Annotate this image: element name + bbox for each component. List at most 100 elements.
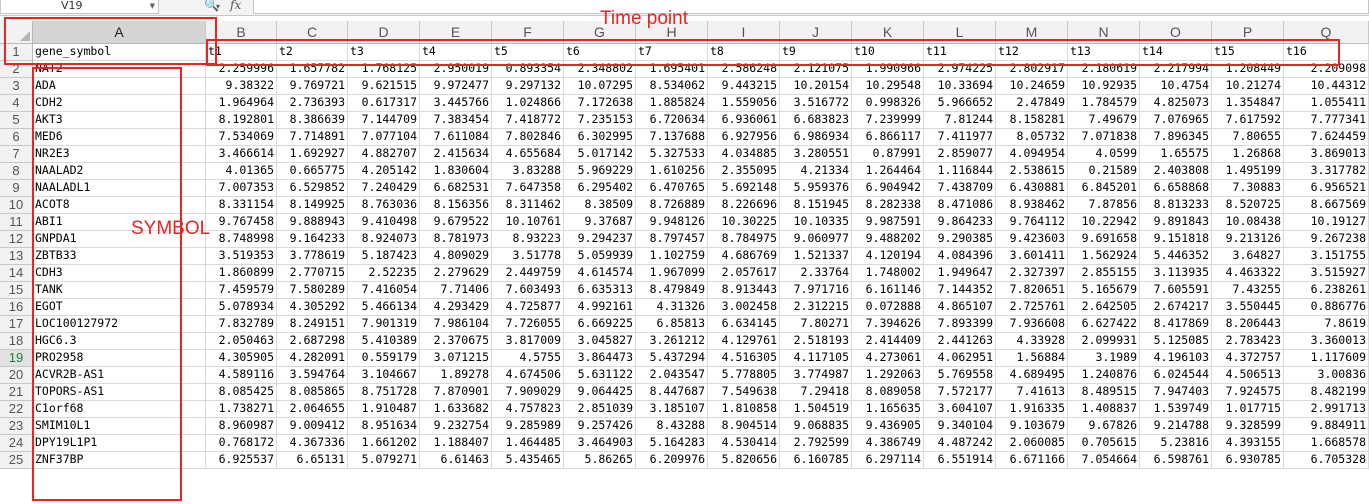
column-header-b[interactable]: B [206,21,277,44]
value-cell[interactable]: 4.0599 [1068,146,1140,163]
value-cell[interactable]: 6.529852 [277,180,348,197]
value-cell[interactable]: 2.991713 [1284,401,1369,418]
value-cell[interactable]: 1.208449 [1212,61,1284,78]
value-cell[interactable]: 2.802917 [996,61,1068,78]
value-cell[interactable]: 4.865107 [924,299,996,316]
value-cell[interactable]: 2.348802 [564,61,636,78]
value-cell[interactable]: 7.572177 [924,384,996,401]
header-cell[interactable]: gene_symbol [33,44,206,61]
value-cell[interactable]: 2.209098 [1284,61,1369,78]
value-cell[interactable]: 9.38322 [206,78,277,95]
value-cell[interactable]: 2.974225 [924,61,996,78]
value-cell[interactable]: 4.614574 [564,265,636,282]
row-header-18[interactable]: 18 [0,333,33,350]
value-cell[interactable]: 3.104667 [348,367,420,384]
value-cell[interactable]: 6.925537 [206,452,277,469]
value-cell[interactable]: 4.393155 [1212,435,1284,452]
value-cell[interactable]: 2.725761 [996,299,1068,316]
value-cell[interactable]: 4.293429 [420,299,492,316]
gene-symbol-cell[interactable]: CDH3 [33,265,206,282]
gene-symbol-cell[interactable]: PRO2958 [33,350,206,367]
value-cell[interactable]: 7.947403 [1140,384,1212,401]
row-header-13[interactable]: 13 [0,248,33,265]
value-cell[interactable]: 5.437294 [636,350,708,367]
value-cell[interactable]: 3.151755 [1284,248,1369,265]
value-cell[interactable]: 7.901319 [348,316,420,333]
value-cell[interactable]: 7.41613 [996,384,1068,401]
value-cell[interactable]: 9.290385 [924,231,996,248]
value-cell[interactable]: 2.050463 [206,333,277,350]
column-header-j[interactable]: J [780,21,852,44]
value-cell[interactable]: 6.551914 [924,452,996,469]
value-cell[interactable]: 2.217994 [1140,61,1212,78]
value-cell[interactable]: 1.668578 [1284,435,1369,452]
value-cell[interactable]: 8.904514 [708,418,780,435]
value-cell[interactable]: 8.085425 [206,384,277,401]
value-cell[interactable]: 0.559179 [348,350,420,367]
value-cell[interactable]: 7.418772 [492,112,564,129]
value-cell[interactable]: 2.859077 [924,146,996,163]
row-header-4[interactable]: 4 [0,95,33,112]
column-header-g[interactable]: G [564,21,636,44]
value-cell[interactable]: 2.770715 [277,265,348,282]
value-cell[interactable]: 6.160785 [780,452,852,469]
row-header-9[interactable]: 9 [0,180,33,197]
value-cell[interactable]: 6.024544 [1140,367,1212,384]
value-cell[interactable]: 9.436905 [852,418,924,435]
gene-symbol-cell[interactable]: LOC100127972 [33,316,206,333]
value-cell[interactable]: 9.257426 [564,418,636,435]
value-cell[interactable]: 2.33764 [780,265,852,282]
row-header-22[interactable]: 22 [0,401,33,418]
value-cell[interactable]: 10.22942 [1068,214,1140,231]
value-cell[interactable]: 9.972477 [420,78,492,95]
value-cell[interactable]: 9.151818 [1140,231,1212,248]
value-cell[interactable]: 6.682531 [420,180,492,197]
header-cell[interactable]: t5 [492,44,564,61]
value-cell[interactable]: 9.285989 [492,418,564,435]
value-cell[interactable]: 4.882707 [348,146,420,163]
value-cell[interactable]: 8.913443 [708,282,780,299]
value-cell[interactable]: 8.282338 [852,197,924,214]
gene-symbol-cell[interactable]: GNPDA1 [33,231,206,248]
value-cell[interactable]: 1.188407 [420,435,492,452]
value-cell[interactable]: 3.594764 [277,367,348,384]
value-cell[interactable]: 0.893354 [492,61,564,78]
value-cell[interactable]: 9.214788 [1140,418,1212,435]
value-cell[interactable]: 7.411977 [924,129,996,146]
value-cell[interactable]: 9.37687 [564,214,636,231]
value-cell[interactable]: 6.927956 [708,129,780,146]
value-cell[interactable]: 4.129761 [708,333,780,350]
value-cell[interactable]: 1.055411 [1284,95,1369,112]
value-cell[interactable]: 8.797457 [636,231,708,248]
value-cell[interactable]: 8.38509 [564,197,636,214]
gene-symbol-cell[interactable]: ACOT8 [33,197,206,214]
value-cell[interactable]: 10.21274 [1212,78,1284,95]
value-cell[interactable]: 9.213126 [1212,231,1284,248]
value-cell[interactable]: 2.855155 [1068,265,1140,282]
value-cell[interactable]: 3.550445 [1212,299,1284,316]
value-cell[interactable]: 6.297114 [852,452,924,469]
value-cell[interactable]: 0.998326 [852,95,924,112]
gene-symbol-cell[interactable]: NAALADL1 [33,180,206,197]
value-cell[interactable]: 7.416054 [348,282,420,299]
value-cell[interactable]: 6.866117 [852,129,924,146]
header-cell[interactable]: t4 [420,44,492,61]
value-cell[interactable]: 3.604107 [924,401,996,418]
gene-symbol-cell[interactable]: NAT2 [33,61,206,78]
value-cell[interactable]: 1.539749 [1140,401,1212,418]
value-cell[interactable]: 9.068835 [780,418,852,435]
row-header-17[interactable]: 17 [0,316,33,333]
value-cell[interactable]: 6.986934 [780,129,852,146]
gene-symbol-cell[interactable]: ACVR2B-AS1 [33,367,206,384]
value-cell[interactable]: 7.617592 [1212,112,1284,129]
value-cell[interactable]: 1.692927 [277,146,348,163]
header-cell[interactable]: t12 [996,44,1068,61]
value-cell[interactable]: 2.259996 [206,61,277,78]
value-cell[interactable]: 5.820656 [708,452,780,469]
value-cell[interactable]: 8.813233 [1140,197,1212,214]
value-cell[interactable]: 2.792599 [780,435,852,452]
gene-symbol-cell[interactable]: ABI1 [33,214,206,231]
value-cell[interactable]: 1.024866 [492,95,564,112]
header-cell[interactable]: t15 [1212,44,1284,61]
column-header-a[interactable]: A [33,21,206,44]
